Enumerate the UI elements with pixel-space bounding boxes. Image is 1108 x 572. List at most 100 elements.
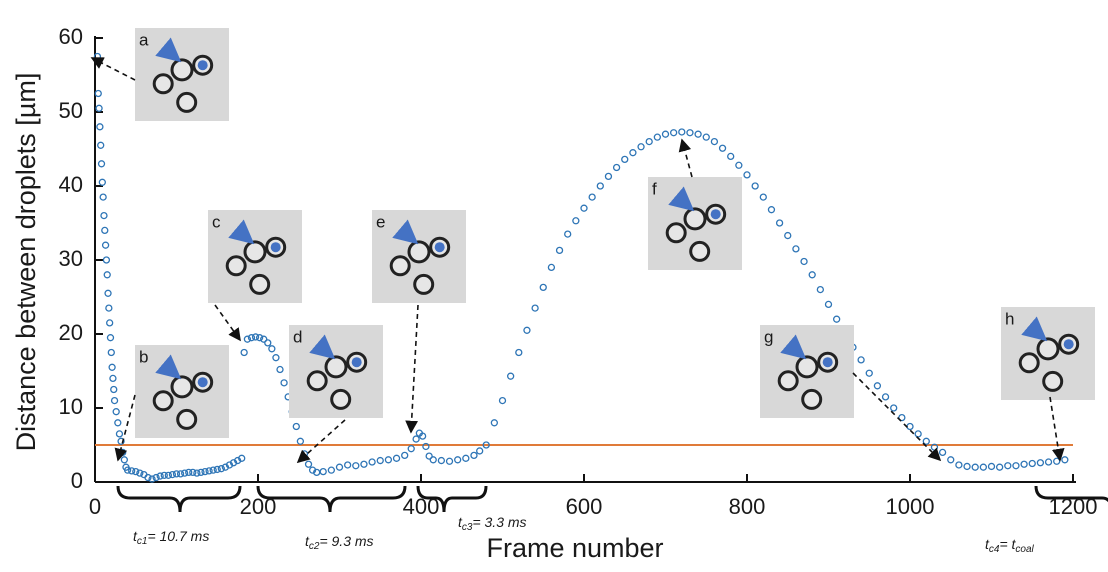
data-point [873, 382, 882, 390]
data-point [539, 283, 547, 292]
marked-droplet [822, 357, 833, 368]
data-point [437, 456, 446, 465]
data-point [105, 304, 113, 312]
data-point [743, 171, 751, 179]
data-point [209, 466, 217, 474]
data-point [963, 462, 971, 471]
data-point [201, 467, 209, 476]
y-tick-label: 20 [59, 320, 83, 345]
data-point [376, 456, 384, 465]
data-point [947, 456, 955, 464]
data-point [120, 456, 128, 464]
inset-letter: b [139, 347, 148, 366]
x-tick-label: 1000 [886, 494, 935, 519]
annotation-text: = 3.3 ms [472, 514, 526, 530]
y-tick-label: 40 [59, 172, 83, 197]
data-point [99, 193, 107, 201]
data-point [629, 149, 637, 157]
droplet [170, 375, 194, 399]
inset-letter: d [293, 327, 302, 346]
data-point [661, 130, 670, 138]
data-point [775, 219, 784, 227]
data-point [104, 289, 112, 297]
droplet [389, 255, 411, 277]
inset: f [648, 177, 742, 270]
data-point [144, 473, 152, 482]
data-point [94, 89, 102, 98]
data-point [168, 470, 177, 479]
data-point [205, 467, 213, 475]
annotation-text: = t [999, 536, 1016, 552]
data-point [176, 470, 185, 478]
data-point [117, 437, 125, 445]
data-point [156, 472, 164, 480]
data-point [506, 372, 515, 380]
data-point [97, 141, 105, 149]
pointer [1049, 396, 1065, 462]
droplet [801, 388, 823, 410]
data-point [588, 193, 596, 201]
data-point [193, 469, 201, 477]
inset: e [372, 210, 466, 303]
data-point [686, 129, 694, 137]
data-point [1053, 457, 1061, 465]
annotation: tc4= tcoal [985, 536, 1035, 555]
droplet [407, 240, 431, 264]
droplet [225, 255, 247, 277]
data-point [987, 462, 996, 471]
data-point [160, 471, 168, 479]
inset-letter: h [1005, 309, 1014, 328]
data-point [751, 182, 759, 190]
data-point [800, 257, 808, 266]
droplet [176, 91, 198, 113]
annotation: tc2= 9.3 ms [305, 533, 374, 552]
data-point [102, 256, 111, 264]
data-point [824, 300, 833, 309]
data-point [132, 467, 140, 476]
data-point [678, 128, 686, 136]
inset-arrow [155, 354, 182, 380]
annotation-text: = 9.3 ms [319, 533, 373, 549]
data-point [247, 334, 256, 342]
pointer [405, 304, 419, 434]
data-point [123, 466, 132, 474]
data-point [343, 461, 352, 469]
data-point [422, 442, 430, 451]
annotation-subscript: c3 [462, 522, 473, 533]
data-point [352, 462, 360, 470]
data-point [938, 448, 947, 457]
data-point [217, 465, 225, 473]
droplet [306, 370, 328, 392]
data-point [243, 335, 252, 343]
data-point [136, 469, 144, 477]
data-point [1012, 462, 1020, 470]
data-point [180, 469, 189, 477]
data-point [637, 143, 645, 151]
data-point [152, 473, 160, 482]
data-point [96, 123, 104, 131]
droplet [665, 222, 687, 244]
data-point [531, 304, 539, 312]
annotation: tc3= 3.3 ms [458, 514, 527, 533]
data-point [280, 379, 288, 387]
data-point [392, 454, 401, 462]
data-point [164, 471, 173, 479]
marked-droplet [197, 60, 208, 71]
data-point [906, 422, 914, 431]
data-point [185, 468, 193, 477]
data-point [238, 454, 246, 462]
inset-arrow [668, 186, 695, 212]
data-point [296, 437, 305, 445]
annotation-text: t [458, 514, 463, 530]
annotation-text: t [133, 528, 138, 544]
droplet [330, 388, 352, 410]
data-point [914, 430, 922, 438]
droplet [795, 355, 819, 379]
droplet [152, 390, 174, 412]
data-point [515, 348, 523, 357]
data-point [100, 211, 108, 220]
annotation-subscript: coal [1015, 544, 1034, 555]
droplet [176, 408, 198, 430]
x-tick-label: 1200 [1049, 494, 1098, 519]
data-point [368, 458, 376, 466]
